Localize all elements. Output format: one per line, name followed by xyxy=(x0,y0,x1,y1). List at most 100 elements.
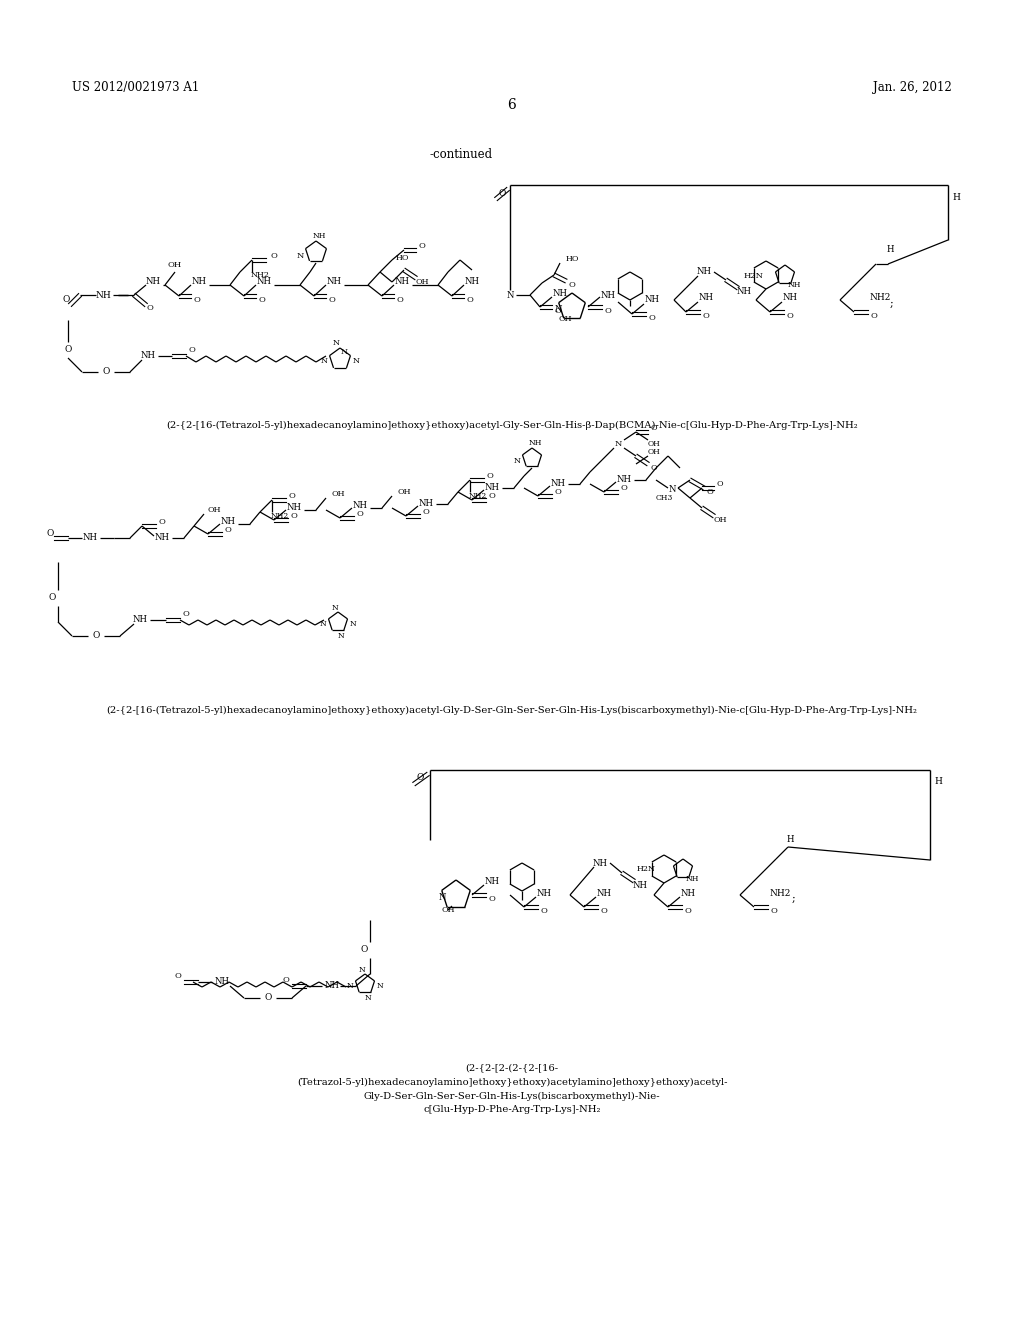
Text: O: O xyxy=(555,488,561,496)
Text: N: N xyxy=(352,356,359,366)
Text: O: O xyxy=(329,296,336,304)
Text: O: O xyxy=(356,510,364,517)
Text: NH: NH xyxy=(140,351,156,360)
Text: OH: OH xyxy=(647,440,660,447)
Text: NH2: NH2 xyxy=(769,888,791,898)
Text: O: O xyxy=(174,972,181,979)
Text: NH: NH xyxy=(419,499,433,508)
Text: OH: OH xyxy=(558,315,571,323)
Text: NH: NH xyxy=(214,978,229,986)
Text: N: N xyxy=(669,486,676,495)
Text: O: O xyxy=(685,907,691,915)
Text: O: O xyxy=(396,296,403,304)
Text: NH: NH xyxy=(685,875,698,883)
Text: (2-{2-[16-(Tetrazol-5-yl)hexadecanoylamino]ethoxy}ethoxy)acetyl-Gly-Ser-Gln-His-: (2-{2-[16-(Tetrazol-5-yl)hexadecanoylami… xyxy=(166,421,858,429)
Text: O: O xyxy=(360,945,368,954)
Text: HO: HO xyxy=(566,255,580,263)
Text: O: O xyxy=(283,975,290,983)
Text: NH: NH xyxy=(644,296,659,305)
Text: NH: NH xyxy=(484,878,500,887)
Text: O: O xyxy=(194,296,201,304)
Text: O: O xyxy=(604,308,611,315)
Text: Jan. 26, 2012: Jan. 26, 2012 xyxy=(873,82,952,95)
Text: NH: NH xyxy=(553,289,567,297)
Text: H2N: H2N xyxy=(744,272,764,280)
Text: NH: NH xyxy=(220,517,236,527)
Text: NH: NH xyxy=(736,288,752,297)
Text: O: O xyxy=(488,895,496,903)
Text: H: H xyxy=(952,193,959,202)
Text: NH: NH xyxy=(95,290,111,300)
Text: O: O xyxy=(92,631,99,640)
Text: N: N xyxy=(321,356,328,366)
Text: 6: 6 xyxy=(508,98,516,112)
Text: N: N xyxy=(513,457,520,465)
Text: H: H xyxy=(886,246,894,255)
Text: O: O xyxy=(182,610,189,618)
Text: NH: NH xyxy=(325,982,340,990)
Text: N: N xyxy=(438,894,445,903)
Text: O: O xyxy=(707,488,714,496)
Text: O: O xyxy=(486,473,494,480)
Text: NH: NH xyxy=(528,440,542,447)
Text: N: N xyxy=(332,605,338,612)
Text: NH: NH xyxy=(287,503,301,512)
Text: O: O xyxy=(188,346,196,354)
Text: OH: OH xyxy=(208,506,221,513)
Text: NH2: NH2 xyxy=(869,293,891,302)
Text: O: O xyxy=(62,296,70,305)
Text: NH: NH xyxy=(256,277,271,286)
Text: O: O xyxy=(264,994,271,1002)
Text: OH: OH xyxy=(441,906,455,913)
Text: N: N xyxy=(349,620,356,628)
Text: NH2: NH2 xyxy=(469,492,487,500)
Text: N: N xyxy=(333,339,340,347)
Text: O: O xyxy=(65,346,72,355)
Text: O: O xyxy=(259,296,265,304)
Text: OH: OH xyxy=(714,516,727,524)
Text: CH3: CH3 xyxy=(655,494,673,502)
Text: O: O xyxy=(717,480,723,488)
Text: (2-{2-[16-(Tetrazol-5-yl)hexadecanoylamino]ethoxy}ethoxy)acetyl-Gly-D-Ser-Gln-Se: (2-{2-[16-(Tetrazol-5-yl)hexadecanoylami… xyxy=(106,705,918,714)
Text: O: O xyxy=(555,308,561,315)
Text: O: O xyxy=(159,517,166,525)
Text: HO: HO xyxy=(396,253,410,261)
Text: US 2012/0021973 A1: US 2012/0021973 A1 xyxy=(72,82,200,95)
Text: O: O xyxy=(648,314,655,322)
Text: NH2: NH2 xyxy=(251,271,269,279)
Text: NH: NH xyxy=(787,281,801,289)
Text: NH: NH xyxy=(698,293,714,302)
Text: O: O xyxy=(423,508,429,516)
Text: (2-{2-[2-(2-{2-[16-: (2-{2-[2-(2-{2-[16- xyxy=(466,1064,558,1072)
Text: N: N xyxy=(341,348,347,356)
Text: O: O xyxy=(621,484,628,492)
Text: O: O xyxy=(771,907,777,915)
Text: N: N xyxy=(319,620,327,628)
Text: O: O xyxy=(102,367,110,376)
Text: O: O xyxy=(146,304,154,312)
Text: N: N xyxy=(614,440,622,447)
Text: H2N: H2N xyxy=(637,865,655,873)
Text: N: N xyxy=(296,252,304,260)
Text: O: O xyxy=(46,529,53,539)
Text: N: N xyxy=(554,305,562,314)
Text: ;: ; xyxy=(793,894,796,904)
Text: O: O xyxy=(224,525,231,535)
Text: O: O xyxy=(600,907,607,915)
Text: O: O xyxy=(786,312,794,319)
Text: -continued: -continued xyxy=(430,149,494,161)
Text: O: O xyxy=(467,296,473,304)
Text: O: O xyxy=(702,312,710,319)
Text: N: N xyxy=(347,982,353,990)
Text: NH: NH xyxy=(191,277,207,286)
Text: H: H xyxy=(786,834,794,843)
Text: NH: NH xyxy=(394,277,410,286)
Text: NH: NH xyxy=(616,475,632,484)
Text: H: H xyxy=(934,777,942,787)
Text: O: O xyxy=(650,424,657,432)
Text: NH: NH xyxy=(132,615,147,624)
Text: NH: NH xyxy=(681,888,695,898)
Text: O: O xyxy=(270,252,278,260)
Text: NH2: NH2 xyxy=(271,512,289,520)
Text: N: N xyxy=(365,994,372,1002)
